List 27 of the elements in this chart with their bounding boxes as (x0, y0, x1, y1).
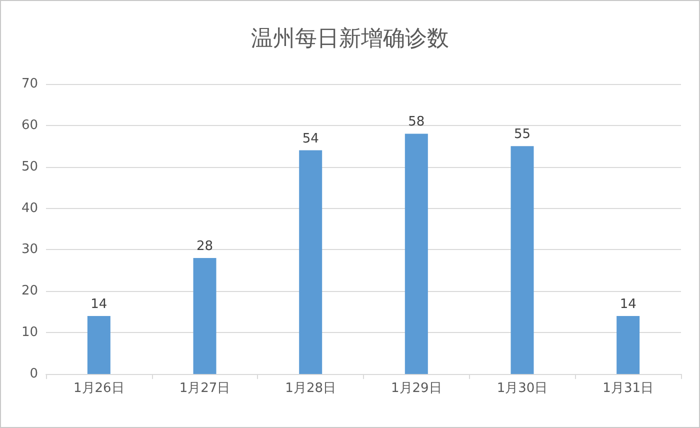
bar (510, 146, 534, 374)
x-tick-label: 1月30日 (496, 381, 548, 396)
bar (404, 134, 428, 374)
bar (616, 316, 640, 374)
data-label: 14 (90, 297, 108, 312)
y-tick-label: 50 (21, 159, 38, 174)
x-tick-label: 1月31日 (602, 381, 654, 396)
data-label: 55 (514, 127, 531, 142)
x-tick-label: 1月29日 (391, 381, 442, 396)
bar (193, 258, 216, 374)
data-label: 14 (620, 297, 636, 312)
x-tick-label: 1月27日 (179, 381, 230, 396)
data-label: 54 (302, 131, 319, 146)
x-tick-label: 1月26日 (74, 381, 124, 396)
y-tick-label: 20 (21, 284, 38, 299)
data-label: 58 (408, 114, 425, 130)
y-tick-label: 10 (21, 325, 38, 340)
y-tick-label: 70 (21, 76, 38, 92)
x-tick-label: 1月28日 (285, 381, 336, 396)
y-tick-label: 40 (21, 200, 38, 216)
y-tick-label: 60 (21, 118, 38, 133)
bar (87, 316, 110, 374)
bar (299, 150, 322, 374)
chart-title: 温州每日新增确诊数 (251, 26, 449, 52)
y-tick-label: 0 (30, 366, 38, 382)
data-label: 28 (196, 239, 214, 254)
y-tick-label: 30 (21, 242, 38, 258)
